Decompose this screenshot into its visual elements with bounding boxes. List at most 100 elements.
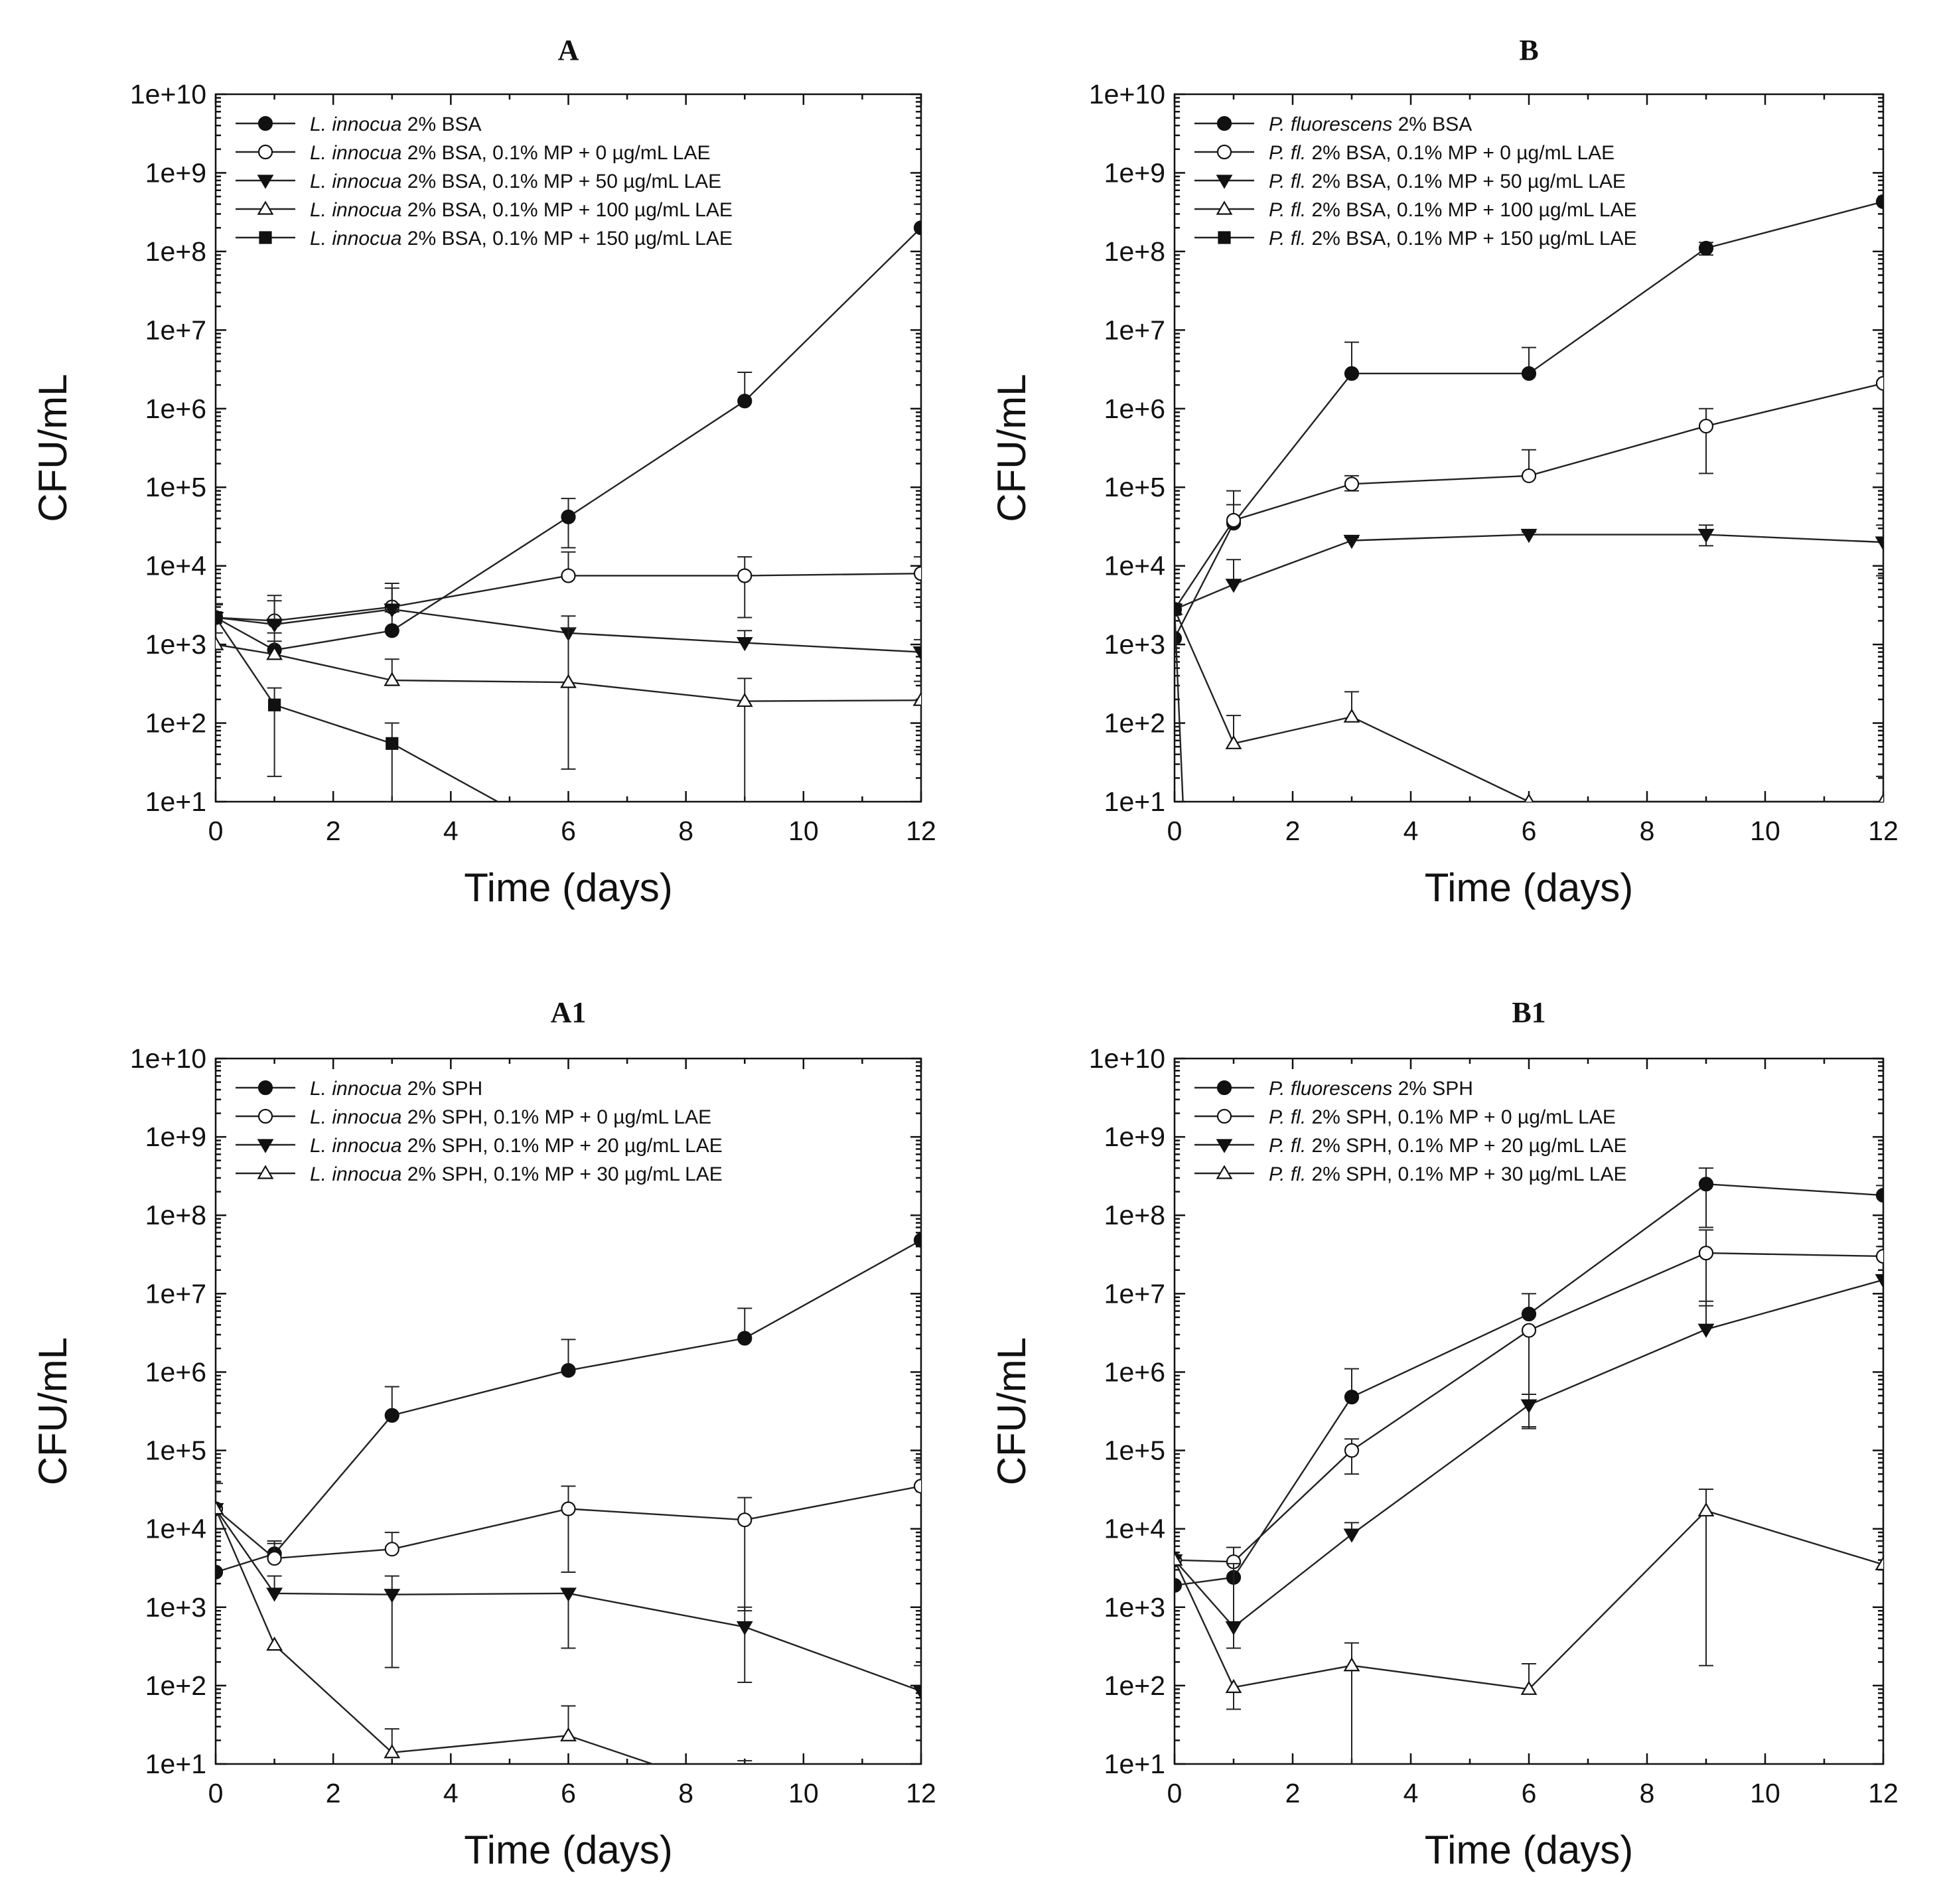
x-tick-label: 8: [678, 1778, 693, 1808]
x-tick-label: 8: [678, 816, 693, 846]
legend-label: P. fl. 2% BSA, 0.1% MP + 50 µg/mL LAE: [1269, 171, 1626, 192]
y-tick-label: 1e+9: [145, 1122, 206, 1152]
legend-marker: [1216, 200, 1233, 215]
y-tick-label: 1e+10: [1089, 1043, 1165, 1074]
legend-label-rest: 2% SPH: [1392, 1078, 1473, 1100]
y-axis-label: CFU/mL: [31, 1337, 75, 1485]
data-point: [1225, 1621, 1242, 1636]
data-point: [560, 1727, 577, 1741]
data-point: [560, 1587, 577, 1602]
data-point: [1343, 1528, 1360, 1543]
y-tick-label: 1e+5: [145, 472, 206, 502]
series-line: [216, 608, 921, 653]
legend-marker: [1216, 1108, 1232, 1124]
series-line: [216, 1485, 921, 1560]
data-point: [737, 1512, 753, 1528]
data-point: [1344, 1389, 1360, 1405]
data-point: [1875, 194, 1883, 209]
data-point: [912, 646, 921, 661]
x-tick-label: 12: [906, 816, 936, 846]
x-tick-label: 0: [208, 816, 224, 846]
legend-marker: [257, 1139, 274, 1153]
legend-label-rest: 2% BSA, 0.1% MP + 0 µg/mL LAE: [401, 142, 710, 164]
data-point: [267, 1551, 282, 1566]
data-point: [737, 394, 753, 409]
y-axis-label: CFU/mL: [989, 374, 1034, 522]
data-point: [1175, 1577, 1183, 1593]
x-tick-label: 8: [1640, 816, 1655, 846]
x-tick-label: 2: [326, 1778, 341, 1808]
series-line: [216, 572, 921, 622]
legend-marker: [1216, 115, 1232, 131]
x-tick-label: 2: [1285, 1778, 1301, 1808]
legend-label: P. fluorescens 2% BSA: [1269, 113, 1472, 135]
legend-label-italic: L. innocua: [310, 1106, 401, 1128]
panel-title: A1: [551, 996, 587, 1029]
legend-marker: [257, 1080, 273, 1096]
x-tick-label: 8: [1640, 1778, 1655, 1808]
panel-b1: B1 1e+1 1e+2 1e+3 1e+4 1e+5 1e+6 1e+7 1e+8 1e+9 1e…: [989, 996, 1899, 1872]
series-1: [1175, 1167, 1883, 1593]
data-point: [1343, 708, 1360, 723]
y-tick-label: 1e+10: [1089, 79, 1165, 110]
y-tick-label: 1e+3: [1104, 1592, 1165, 1623]
data-point: [1226, 512, 1242, 528]
x-tick-label: 12: [1868, 1778, 1899, 1808]
data-point: [1175, 630, 1183, 646]
y-tick-label: 1e+7: [1104, 315, 1165, 345]
y-tick-label: 1e+7: [1104, 1278, 1165, 1309]
data-point: [1878, 793, 1883, 802]
legend-marker: [1216, 1165, 1233, 1179]
data-point: [266, 1587, 283, 1602]
data-point: [1225, 735, 1242, 749]
y-tick-label: 1e+3: [145, 1592, 206, 1623]
series-3: [1175, 524, 1883, 618]
y-tick-label: 1e+4: [1104, 1514, 1165, 1544]
panel-a: A 1e+1 1e+2 1e+3 1e+4 1e+5 1e+6 1e+7 1e+8 1e+9 1e+…: [31, 34, 936, 910]
data-point: [216, 1564, 224, 1580]
y-axis-label: CFU/mL: [989, 1337, 1034, 1485]
y-tick-label: 1e+2: [1104, 1670, 1165, 1701]
legend-label: P. fl. 2% BSA, 0.1% MP + 150 µg/mL LAE: [1269, 228, 1637, 250]
data-point: [913, 1479, 921, 1494]
legend-label: L. innocua 2% BSA, 0.1% MP + 100 µg/mL L…: [310, 199, 733, 221]
x-tick-label: 12: [1868, 816, 1899, 846]
y-tick-label: 1e+6: [1104, 1356, 1165, 1387]
legend-label: P. fl. 2% BSA, 0.1% MP + 100 µg/mL LAE: [1269, 199, 1637, 221]
x-tick-label: 0: [1167, 1778, 1183, 1808]
legend-marker: [257, 200, 274, 215]
data-point: [1697, 1502, 1715, 1517]
y-tick-label: 1e+4: [145, 551, 206, 581]
series-line: [1175, 200, 1883, 639]
legend-label: L. innocua 2% BSA: [310, 113, 482, 135]
y-tick-label: 1e+10: [130, 79, 206, 110]
y-tick-label: 1e+1: [1104, 1749, 1165, 1779]
legend-marker: [1218, 231, 1231, 244]
data-point: [267, 698, 281, 711]
legend-label-italic: P. fl.: [1269, 199, 1306, 221]
legend-label-rest: 2% SPH, 0.1% MP + 30 µg/mL LAE: [401, 1163, 722, 1185]
legend-label-rest: 2% SPH, 0.1% MP + 20 µg/mL LAE: [401, 1135, 722, 1157]
data-point: [1697, 528, 1715, 544]
data-point: [736, 692, 753, 707]
legend-label-italic: P. fl.: [1269, 142, 1306, 164]
x-tick-label: 10: [1750, 1778, 1780, 1808]
series-3: [1175, 1274, 1883, 1649]
data-point: [266, 1636, 283, 1651]
legend-label: L. innocua 2% SPH, 0.1% MP + 30 µg/mL LA…: [310, 1163, 723, 1185]
y-tick-label: 1e+9: [1104, 1122, 1165, 1152]
data-point: [384, 1542, 399, 1557]
y-tick-label: 1e+8: [145, 1200, 206, 1230]
x-tick-label: 6: [1522, 1778, 1537, 1808]
x-axis-label: Time (days): [1425, 1828, 1633, 1872]
legend-label-italic: L. innocua: [310, 1163, 401, 1185]
y-tick-label: 1e+6: [145, 1356, 206, 1387]
data-point: [1698, 240, 1714, 256]
x-tick-label: 4: [443, 816, 459, 846]
data-point: [384, 1744, 401, 1759]
data-point: [1520, 528, 1538, 544]
y-tick-label: 1e+8: [1104, 236, 1165, 267]
data-point: [1344, 476, 1360, 492]
series-4: [1175, 1489, 1883, 1764]
data-point: [384, 623, 399, 638]
